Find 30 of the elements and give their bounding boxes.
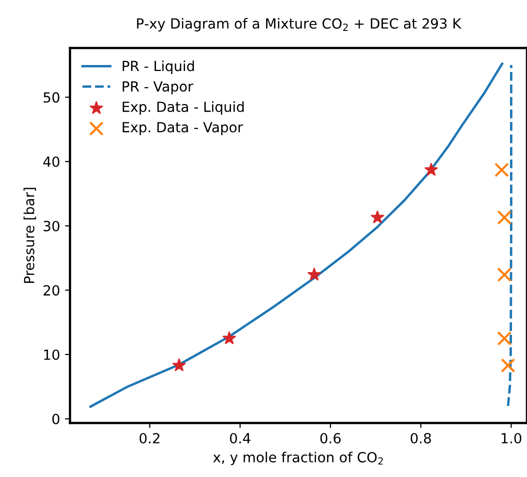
x-tick-label: 0.6 [320,432,341,444]
point [370,210,384,224]
x-tick-label: 1.0 [502,432,522,444]
x-tick-label: 0.4 [230,432,250,444]
point [497,267,512,282]
point [497,210,512,225]
point [494,162,509,178]
point [424,162,438,176]
y-tick-label: 50 [44,92,60,103]
legend-label: PR - Vapor [122,81,194,94]
x-axis-title: x, y mole fraction of CO$_{2}$ [213,452,383,466]
line-series [89,62,504,408]
legend-label: Exp. Data - Liquid [122,101,244,115]
point [497,331,512,346]
y-tick-label: 20 [44,285,60,296]
x-tick-label: 0.2 [140,432,160,444]
y-axis-title: Pressure [bar] [24,188,36,283]
point [172,358,186,372]
legend-label: PR - Liquid [122,60,194,74]
point [308,268,321,280]
y-tick-label: 0 [52,414,60,424]
line-series [506,64,512,408]
point [222,332,236,344]
point [500,358,516,373]
y-tick-label: 40 [43,156,60,168]
x-tick-label: 0.8 [410,432,431,444]
y-tick-label: 10 [44,349,60,360]
legend-label: Exp. Data - Vapor [122,122,243,136]
chart-title: P-xy Diagram of a Mixture CO$_{2}$ + DEC at 293 K [137,18,462,32]
y-tick-label: 30 [44,220,60,232]
